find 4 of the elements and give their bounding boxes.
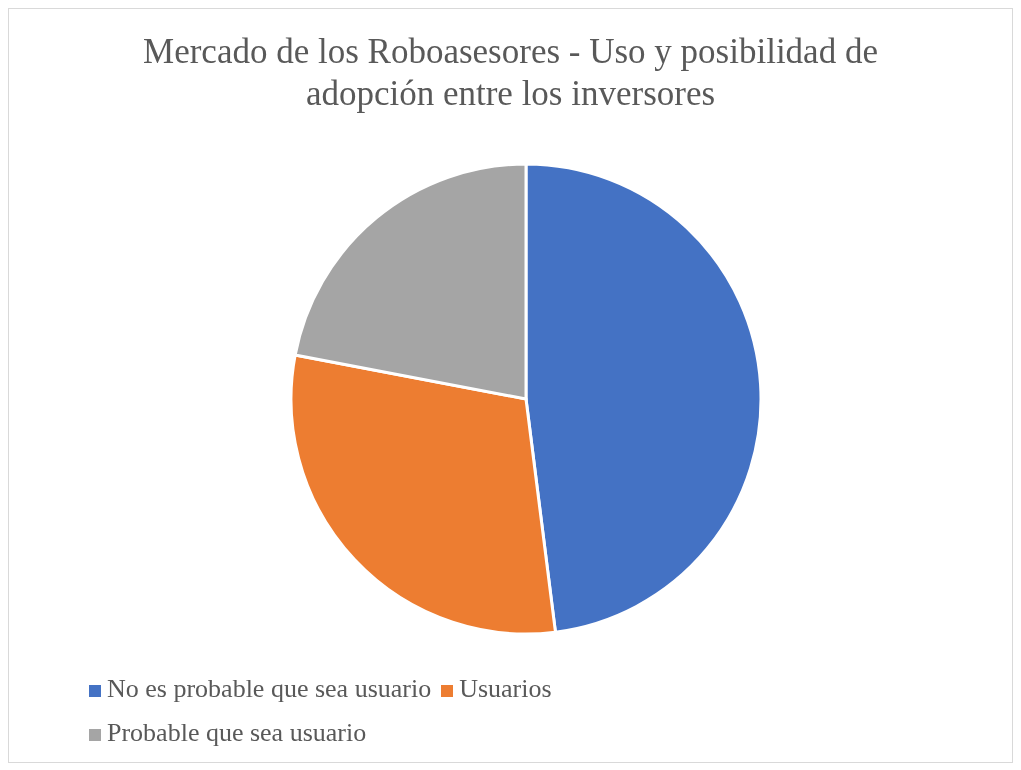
legend-label: No es probable que sea usuario — [107, 674, 432, 703]
legend-label: Usuarios — [459, 674, 552, 703]
legend-label: Probable que sea usuario — [107, 718, 367, 747]
chart-title: Mercado de los Roboasesores - Uso y posibilidad de adopción entre los inversores — [142, 31, 879, 115]
